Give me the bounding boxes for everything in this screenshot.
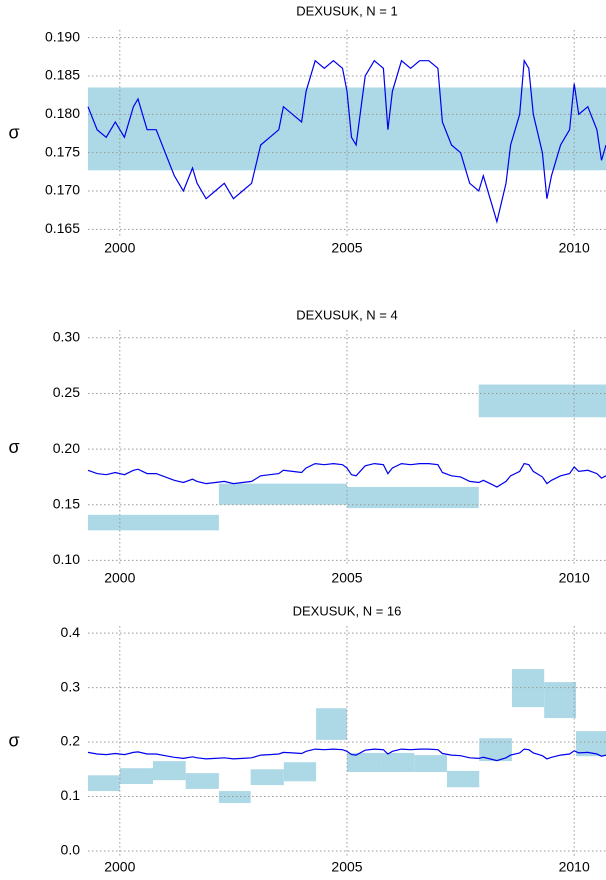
band bbox=[478, 384, 606, 418]
y-tick-label: 0.190 bbox=[45, 28, 80, 44]
y-tick-label: 0.10 bbox=[53, 551, 80, 567]
band bbox=[347, 752, 382, 773]
x-tick-label: 2000 bbox=[104, 859, 135, 875]
y-tick-label: 0.4 bbox=[61, 624, 81, 640]
band bbox=[218, 791, 251, 804]
band bbox=[152, 761, 186, 781]
y-tick-label: 0.15 bbox=[53, 495, 80, 511]
x-tick-label: 2005 bbox=[331, 240, 362, 256]
x-tick-label: 2000 bbox=[104, 240, 135, 256]
y-tick-label: 0.185 bbox=[45, 67, 80, 83]
chart-title: DEXUSUK, N = 16 bbox=[293, 603, 402, 618]
chart-title: DEXUSUK, N = 1 bbox=[296, 3, 398, 18]
band bbox=[446, 770, 480, 788]
band bbox=[576, 731, 606, 757]
y-tick-label: 0.1 bbox=[61, 787, 81, 803]
y-tick-label: 0.20 bbox=[53, 440, 80, 456]
y-tick-label: 0.170 bbox=[45, 182, 80, 198]
band bbox=[185, 773, 219, 789]
y-tick-label: 0.2 bbox=[61, 733, 81, 749]
band bbox=[283, 762, 317, 782]
band bbox=[88, 514, 219, 531]
band bbox=[414, 755, 447, 773]
y-tick-label: 0.25 bbox=[53, 384, 80, 400]
y-axis-label: σ bbox=[8, 122, 19, 142]
band bbox=[316, 708, 347, 740]
band bbox=[88, 87, 606, 171]
x-tick-label: 2005 bbox=[331, 859, 362, 875]
y-tick-label: 0.165 bbox=[45, 220, 80, 236]
chart-title: DEXUSUK, N = 4 bbox=[296, 307, 398, 322]
line bbox=[87, 462, 606, 488]
y-tick-label: 0.175 bbox=[45, 143, 80, 159]
band bbox=[218, 483, 347, 505]
y-tick-label: 0.30 bbox=[53, 328, 80, 344]
band bbox=[381, 752, 415, 773]
x-tick-label: 2005 bbox=[331, 570, 362, 586]
x-tick-label: 2010 bbox=[559, 859, 590, 875]
band bbox=[511, 669, 545, 708]
band bbox=[544, 682, 577, 719]
line bbox=[87, 748, 606, 762]
band bbox=[347, 486, 479, 509]
band bbox=[479, 738, 512, 762]
y-axis-label: σ bbox=[8, 437, 19, 457]
band bbox=[119, 768, 153, 784]
y-axis-label: σ bbox=[8, 730, 19, 750]
x-tick-label: 2000 bbox=[104, 570, 135, 586]
line bbox=[87, 58, 606, 225]
y-tick-label: 0.0 bbox=[61, 842, 81, 858]
band bbox=[250, 769, 284, 786]
x-tick-label: 2010 bbox=[559, 240, 590, 256]
y-tick-label: 0.180 bbox=[45, 105, 80, 121]
x-tick-label: 2010 bbox=[559, 570, 590, 586]
y-tick-label: 0.3 bbox=[61, 678, 81, 694]
band bbox=[88, 775, 120, 792]
